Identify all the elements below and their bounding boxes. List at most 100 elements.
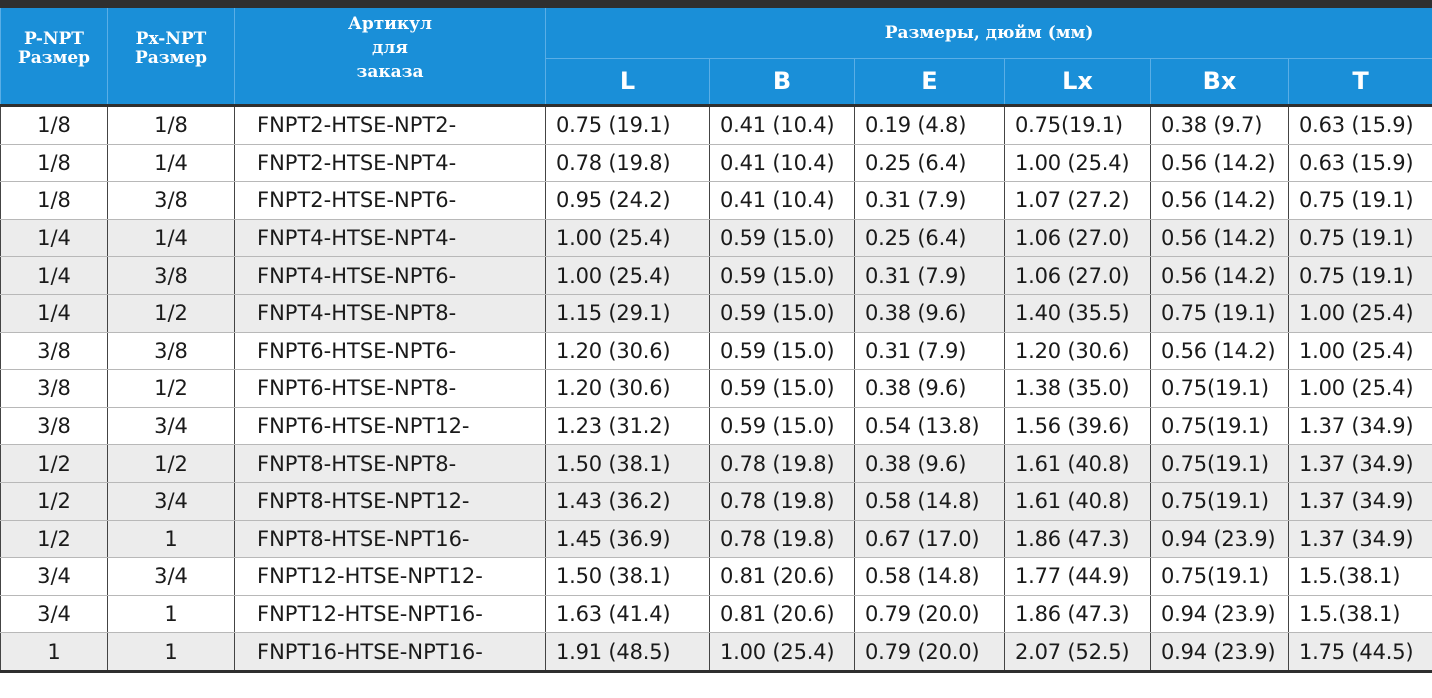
cell-px-size: 3/4 [107, 482, 235, 521]
table-row: 1/2 1/2 FNPT8-HTSE-NPT8- 1.50 (38.1) 0.78 (1… [0, 444, 1432, 483]
cell-e: 0.38 (9.6) [854, 444, 1005, 483]
cell-b: 0.78 (19.8) [709, 482, 855, 521]
header-p-size: P-NPT Размер [0, 8, 108, 107]
table-body: 1/8 1/8 FNPT2-HTSE-NPT2- 0.75 (19.1) 0.41 (1… [0, 105, 1432, 673]
cell-px-size: 3/8 [107, 181, 235, 220]
cell-t: 0.75 (19.1) [1287, 181, 1432, 220]
cell-b: 0.59 (15.0) [709, 294, 855, 333]
cell-px-size: 3/8 [107, 256, 235, 295]
header-col-b: B [709, 58, 855, 107]
cell-px-size: 3/4 [107, 407, 235, 446]
cell-p-size: 3/4 [0, 595, 108, 634]
cell-article: FNPT16-HTSE-NPT16- [234, 632, 546, 673]
cell-e: 0.67 (17.0) [854, 520, 1005, 559]
cell-l: 1.23 (31.2) [545, 407, 710, 446]
cell-e: 0.31 (7.9) [854, 256, 1005, 295]
cell-lx: 1.06 (27.0) [1004, 219, 1151, 258]
header-col-lx: Lx [1004, 58, 1151, 107]
top-rule [0, 0, 1432, 8]
cell-article: FNPT2-HTSE-NPT6- [234, 181, 546, 220]
header-p-size-line1: P-NPT [24, 29, 84, 49]
table-row: 1/4 1/4 FNPT4-HTSE-NPT4- 1.00 (25.4) 0.59 (1… [0, 219, 1432, 258]
cell-bx: 0.94 (23.9) [1150, 595, 1289, 634]
cell-px-size: 3/8 [107, 332, 235, 371]
cell-lx: 1.61 (40.8) [1004, 482, 1151, 521]
cell-t: 1.00 (25.4) [1287, 369, 1432, 408]
cell-e: 0.79 (20.0) [854, 632, 1005, 673]
cell-l: 0.78 (19.8) [545, 144, 710, 183]
cell-p-size: 1/4 [0, 256, 108, 295]
cell-article: FNPT8-HTSE-NPT12- [234, 482, 546, 521]
cell-p-size: 1/2 [0, 444, 108, 483]
cell-t: 0.75 (19.1) [1287, 256, 1432, 295]
cell-p-size: 1/2 [0, 520, 108, 559]
cell-t: 1.5.(38.1) [1287, 557, 1432, 596]
cell-px-size: 1/2 [107, 369, 235, 408]
cell-t: 1.75 (44.5) [1287, 632, 1432, 673]
cell-article: FNPT4-HTSE-NPT8- [234, 294, 546, 333]
cell-e: 0.58 (14.8) [854, 557, 1005, 596]
cell-l: 1.45 (36.9) [545, 520, 710, 559]
cell-t: 0.75 (19.1) [1287, 219, 1432, 258]
header-col-bx: Bx [1150, 58, 1289, 107]
cell-article: FNPT12-HTSE-NPT16- [234, 595, 546, 634]
table-row: 3/4 1 FNPT12-HTSE-NPT16- 1.63 (41.4) 0.81 (2… [0, 595, 1432, 634]
cell-e: 0.19 (4.8) [854, 105, 1005, 145]
header-px-size: Px-NPT Размер [107, 8, 235, 107]
cell-px-size: 3/4 [107, 557, 235, 596]
cell-t: 1.37 (34.9) [1287, 482, 1432, 521]
cell-l: 0.75 (19.1) [545, 105, 710, 145]
cell-lx: 1.86 (47.3) [1004, 595, 1151, 634]
header-article-line1: Артикул [347, 14, 433, 34]
cell-bx: 0.56 (14.2) [1150, 144, 1289, 183]
cell-p-size: 3/8 [0, 407, 108, 446]
cell-lx: 0.75(19.1) [1004, 105, 1151, 145]
cell-e: 0.31 (7.9) [854, 332, 1005, 371]
cell-article: FNPT6-HTSE-NPT6- [234, 332, 546, 371]
cell-t: 1.37 (34.9) [1287, 444, 1432, 483]
cell-lx: 1.06 (27.0) [1004, 256, 1151, 295]
cell-t: 1.37 (34.9) [1287, 407, 1432, 446]
cell-b: 0.59 (15.0) [709, 369, 855, 408]
header-article-line3: заказа [356, 62, 424, 82]
cell-bx: 0.94 (23.9) [1150, 520, 1289, 559]
cell-lx: 1.56 (39.6) [1004, 407, 1151, 446]
cell-lx: 1.20 (30.6) [1004, 332, 1151, 371]
cell-article: FNPT8-HTSE-NPT16- [234, 520, 546, 559]
cell-e: 0.31 (7.9) [854, 181, 1005, 220]
table-row: 1/4 1/2 FNPT4-HTSE-NPT8- 1.15 (29.1) 0.59 (1… [0, 294, 1432, 333]
cell-b: 0.59 (15.0) [709, 332, 855, 371]
table-row: 3/8 3/4 FNPT6-HTSE-NPT12- 1.23 (31.2) 0.59 (… [0, 407, 1432, 446]
cell-l: 1.63 (41.4) [545, 595, 710, 634]
cell-bx: 0.75(19.1) [1150, 557, 1289, 596]
cell-b: 0.41 (10.4) [709, 105, 855, 145]
cell-lx: 1.38 (35.0) [1004, 369, 1151, 408]
cell-px-size: 1/8 [107, 105, 235, 145]
cell-e: 0.58 (14.8) [854, 482, 1005, 521]
table-row: 1/2 3/4 FNPT8-HTSE-NPT12- 1.43 (36.2) 0.78 (… [0, 482, 1432, 521]
cell-article: FNPT2-HTSE-NPT2- [234, 105, 546, 145]
cell-t: 1.00 (25.4) [1287, 332, 1432, 371]
cell-article: FNPT6-HTSE-NPT8- [234, 369, 546, 408]
table-header: P-NPT Размер Px-NPT Размер Артикул для з… [0, 8, 1432, 107]
cell-b: 0.41 (10.4) [709, 181, 855, 220]
cell-p-size: 1/8 [0, 144, 108, 183]
cell-bx: 0.56 (14.2) [1150, 256, 1289, 295]
table-row: 3/4 3/4 FNPT12-HTSE-NPT12- 1.50 (38.1) 0.81 … [0, 557, 1432, 596]
cell-lx: 1.77 (44.9) [1004, 557, 1151, 596]
cell-l: 1.50 (38.1) [545, 557, 710, 596]
cell-bx: 0.75 (19.1) [1150, 294, 1289, 333]
table-row: 1/2 1 FNPT8-HTSE-NPT16- 1.45 (36.9) 0.78 (19… [0, 520, 1432, 559]
header-article-line2: для [372, 38, 408, 58]
cell-p-size: 3/4 [0, 557, 108, 596]
cell-bx: 0.75(19.1) [1150, 444, 1289, 483]
table-row: 1/8 1/4 FNPT2-HTSE-NPT4- 0.78 (19.8) 0.41 (1… [0, 144, 1432, 183]
cell-b: 0.78 (19.8) [709, 520, 855, 559]
cell-l: 1.00 (25.4) [545, 219, 710, 258]
cell-t: 1.5.(38.1) [1287, 595, 1432, 634]
cell-l: 1.15 (29.1) [545, 294, 710, 333]
cell-l: 1.00 (25.4) [545, 256, 710, 295]
cell-l: 1.20 (30.6) [545, 332, 710, 371]
cell-lx: 2.07 (52.5) [1004, 632, 1151, 673]
cell-e: 0.54 (13.8) [854, 407, 1005, 446]
